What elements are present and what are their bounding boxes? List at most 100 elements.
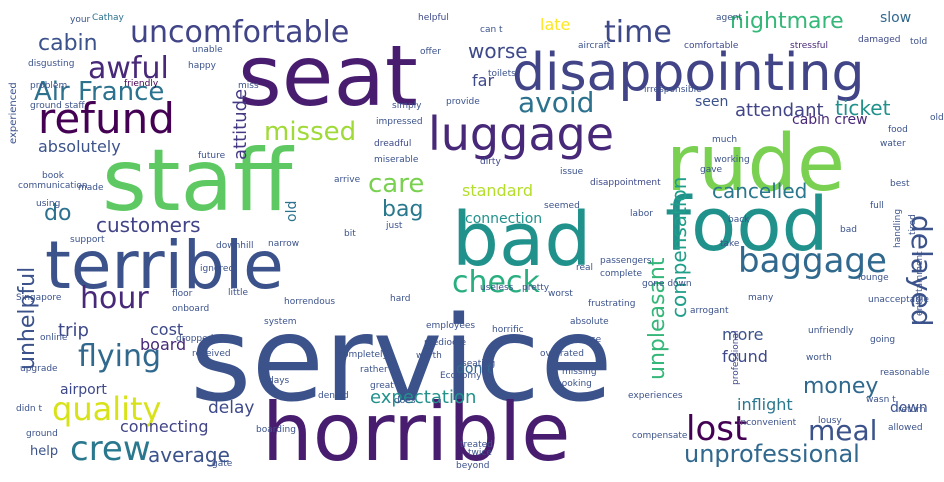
word-missed: missed <box>264 117 356 147</box>
word-book: book <box>42 171 65 181</box>
word-beyond: beyond <box>456 461 490 471</box>
word-cathay: Cathay <box>92 13 125 23</box>
word-bit: bit <box>344 229 356 239</box>
word-inflight: inflight <box>737 395 793 414</box>
word-old: old <box>284 201 300 222</box>
word-food: food <box>665 182 829 268</box>
word-slow: slow <box>880 10 911 26</box>
word-toilets: toilets <box>488 69 516 79</box>
word-tired: tired <box>908 214 918 235</box>
word-miserable: miserable <box>374 155 419 165</box>
word-rude: rude <box>666 119 845 209</box>
word-online: online <box>40 333 68 343</box>
word-absolutely: absolutely <box>38 137 121 156</box>
word-help: help <box>30 444 58 459</box>
word-great: great <box>370 381 394 391</box>
word-much: much <box>712 135 737 145</box>
word-communication: communication <box>18 181 88 191</box>
word-comfortable: comfortable <box>684 41 739 51</box>
word-entertainment: entertainment <box>915 251 925 316</box>
word-does: does <box>394 396 416 406</box>
word-avoid: avoid <box>518 86 594 119</box>
word-nightmare: nightmare <box>730 9 844 34</box>
word-check: check <box>452 265 540 300</box>
word-best: best <box>890 179 910 189</box>
word-problem: problem <box>30 81 67 91</box>
word-miss: miss <box>238 81 259 91</box>
word-cabin-crew: cabin crew <box>792 112 868 128</box>
word-handling: handling <box>893 209 903 248</box>
word-lousy: lousy <box>818 416 842 426</box>
word-offer: offer <box>420 47 441 57</box>
word-bad: bad <box>452 197 591 283</box>
word-average: average <box>148 443 230 467</box>
word-inconvenient: inconvenient <box>738 418 797 428</box>
word-suitcase: suitcase <box>564 335 602 345</box>
word-worth: worth <box>806 353 832 363</box>
word-made: made <box>78 183 104 193</box>
word-more: more <box>722 325 763 344</box>
word-treated: treated <box>460 440 493 450</box>
word-told: told <box>910 37 927 47</box>
word-provide: provide <box>446 97 480 107</box>
word-terrible: terrible <box>45 227 284 304</box>
word-take: take <box>720 239 740 249</box>
word-care: care <box>368 169 424 199</box>
word-gate: gate <box>212 459 233 469</box>
word-experienced: experienced <box>8 82 19 144</box>
word-meal: meal <box>808 414 877 447</box>
word-refund: refund <box>38 94 175 143</box>
word-old: old <box>930 113 944 123</box>
word-food: food <box>888 125 908 135</box>
word-late: late <box>540 15 570 34</box>
word-frustrating: frustrating <box>588 299 635 309</box>
word-just: just <box>385 221 403 231</box>
word-denied: denied <box>318 391 349 401</box>
word-attitude: attitude <box>230 89 251 160</box>
word-happy: happy <box>188 61 217 71</box>
word-worth: worth <box>416 351 442 361</box>
word-irresponsible: irresponsible <box>644 85 702 95</box>
word-issue: issue <box>560 167 584 177</box>
word-trip: trip <box>58 320 89 341</box>
word-compensation: compensation <box>667 177 691 318</box>
word-attendant: attendant <box>735 100 824 121</box>
word-many: many <box>748 293 774 303</box>
word-awful: awful <box>88 51 169 86</box>
word-delayed: delayed <box>905 215 938 327</box>
word-unable: unable <box>192 45 223 55</box>
word-seen: seen <box>695 94 728 110</box>
word-luggage: luggage <box>428 107 614 161</box>
word-using: using <box>36 199 60 209</box>
word-unprofessional: unprofessional <box>684 440 860 468</box>
word-staff: staff <box>102 131 294 231</box>
word-simply: simply <box>392 101 422 111</box>
word-twice: twice <box>468 448 492 458</box>
word-lost: lost <box>686 409 747 449</box>
word-gone-down: gone down <box>642 279 692 289</box>
word-far: far <box>472 71 494 90</box>
word-worse: worse <box>468 39 528 63</box>
word-quality: quality <box>52 390 161 428</box>
word-floor: floor <box>172 289 193 299</box>
word-unhelpful: unhelpful <box>15 267 40 370</box>
word-stressful: stressful <box>790 41 828 51</box>
word-rather: rather <box>360 365 388 375</box>
word-cancelled: cancelled <box>712 179 807 203</box>
word-uncomfortable: uncomfortable <box>130 15 349 50</box>
word-pretty: pretty <box>522 283 550 293</box>
word-air-france: Air France <box>34 77 164 107</box>
word-future: future <box>198 151 226 161</box>
word-flying: flying <box>78 339 161 374</box>
word-dropped: dropped <box>176 334 213 344</box>
word-overrated: overrated <box>540 349 584 359</box>
word-wasn-t: wasn t <box>866 395 896 405</box>
word-disgusting: disgusting <box>28 59 74 69</box>
word-professional: professional <box>731 330 741 385</box>
word-expectation: expectation <box>370 387 476 408</box>
word-hour: hour <box>80 281 149 316</box>
word-passengers: passengers <box>600 256 652 266</box>
word-service: service <box>190 290 613 428</box>
